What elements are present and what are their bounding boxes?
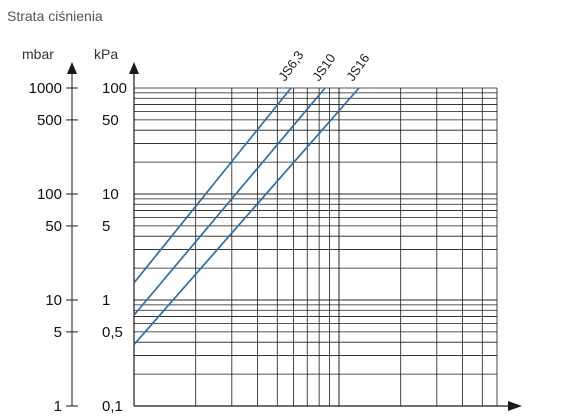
- y-right-tick-label: 100: [102, 80, 127, 97]
- y-right-tick-label: 1: [102, 292, 110, 309]
- y-axis-left-arrow: [67, 62, 77, 74]
- series-label-js16: JS16: [343, 51, 372, 84]
- grid: [133, 87, 498, 407]
- y-left-tick-label: 10: [45, 292, 62, 309]
- y-left-tick-label: 1000: [29, 80, 62, 97]
- y-right-tick-label: 5: [102, 218, 110, 235]
- y-right-tick-label: 0,5: [102, 324, 123, 341]
- series-label-js10: JS10: [309, 51, 338, 84]
- y-left-tick-label: 100: [37, 186, 62, 203]
- y-axis-left-unit: mbar: [22, 46, 54, 62]
- series-line-js16: [133, 87, 360, 346]
- chart-title: Strata ciśnienia: [7, 8, 103, 24]
- y-left-tick-label: 1: [54, 398, 62, 415]
- y-right-tick-label: 0,1: [102, 398, 123, 415]
- y-right-tick-label: 50: [102, 112, 119, 129]
- series-line-js10: [133, 87, 326, 316]
- y-left-tick-label: 500: [37, 112, 62, 129]
- series-line-js63: [133, 87, 292, 284]
- tick-labels: 1000 500 100 50 10 5 1 100 50 10 5 1 0,5 0,1: [29, 80, 127, 415]
- y-right-tick-label: 10: [102, 186, 119, 203]
- series-label-js63: JS6,3: [275, 48, 306, 84]
- y-axis-right-unit: kPa: [94, 46, 118, 62]
- y-left-tick-label: 50: [45, 218, 62, 235]
- y-left-tick-label: 5: [54, 324, 62, 341]
- y-axis-right-arrow: [129, 62, 139, 74]
- x-axis-arrow: [508, 401, 522, 411]
- axes: [67, 62, 522, 411]
